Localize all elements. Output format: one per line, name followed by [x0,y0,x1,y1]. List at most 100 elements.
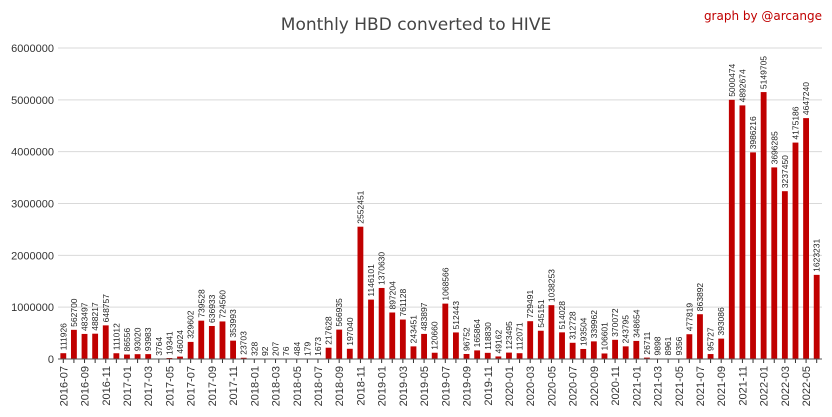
x-tick-label: 2019-01 [377,366,389,406]
data-label: 4892674 [737,69,747,102]
data-label: 370072 [610,308,620,337]
data-label: 729491 [525,290,535,319]
data-label: 1146101 [366,264,376,297]
bar [739,105,746,360]
bar [325,347,332,359]
x-tick-label: 2016-09 [80,366,92,406]
data-label: 49162 [493,330,503,354]
x-tick-label: 2021-07 [695,366,707,406]
x-tick-label: 2022-01 [759,366,771,406]
bar [506,352,512,359]
data-label: 724560 [217,290,227,319]
data-label: 512443 [451,301,461,330]
data-label: 8961 [663,336,673,355]
bar [452,332,459,359]
data-label: 46024 [175,330,185,354]
data-label: 95727 [706,327,716,351]
bar [442,303,449,359]
x-tick-label: 2018-11 [355,366,367,406]
x-tick-label: 2017-09 [207,366,219,406]
bar [813,274,820,359]
data-label: 86556 [122,328,132,352]
data-label: 120660 [430,321,440,350]
x-tick-label: 2018-05 [292,366,304,406]
bar [548,305,555,359]
bar [792,142,799,359]
data-label: 739528 [196,289,206,318]
bar [346,348,353,359]
bar [230,340,237,359]
x-tick-label: 2018-09 [334,366,346,406]
data-label: 243795 [621,315,631,344]
x-tick-label: 2017-07 [186,366,198,406]
data-label: 514028 [557,301,567,330]
data-label: 477819 [684,303,694,332]
data-label: 3986216 [748,116,758,149]
bar [728,99,735,359]
bar [145,354,152,359]
bar [219,321,226,359]
data-label: 9898 [653,336,663,355]
data-label: 207 [271,342,281,356]
credit-label: graph by @arcange [704,9,822,23]
y-tick-label: 0 [48,354,54,366]
bar [527,321,534,359]
x-tick-label: 2018-03 [271,366,283,406]
x-tick-label: 2021-01 [631,366,643,406]
bar [198,320,205,359]
chart-title: Monthly HBD converted to HIVE [281,15,551,35]
data-label: 197040 [345,317,355,346]
data-label: 1623231 [812,238,822,271]
data-label: 106601 [599,322,609,351]
bar [484,352,491,359]
x-tick-label: 2017-03 [143,366,155,406]
y-tick-label: 5000000 [11,95,54,107]
bar [240,357,247,359]
data-label: 118830 [483,322,493,350]
data-label: 5149705 [759,56,769,89]
data-label: 111012 [111,323,121,350]
data-label: 1068566 [440,267,450,300]
bar [537,330,544,359]
data-label: 112071 [515,322,525,350]
bar [81,333,88,359]
bar [177,356,183,359]
bar [760,92,767,360]
data-label: 3237450 [780,155,790,188]
data-label: 393086 [716,307,726,336]
data-label: 9356 [674,336,684,355]
data-label: 3696285 [769,131,779,164]
x-tick-label: 2022-03 [780,366,792,406]
bar [102,325,109,359]
bar [686,334,693,359]
bar [750,152,756,359]
y-tick-label: 1000000 [11,302,54,314]
bar [643,357,650,359]
y-tick-label: 4000000 [11,147,54,159]
bars [60,92,820,360]
data-label: 348654 [631,309,641,338]
x-tick-label: 2019-03 [398,366,410,406]
x-tick-label: 2022-05 [801,366,813,406]
data-label: 863892 [695,283,705,312]
data-label: 648757 [101,294,111,323]
data-label: 1370630 [377,252,387,285]
x-tick-label: 2020-07 [568,366,580,406]
data-label: 93983 [143,327,153,351]
x-tick-label: 2020-01 [504,366,516,406]
y-tick-label: 3000000 [11,199,54,211]
bar [580,348,587,359]
bar [633,340,640,359]
x-tick-label: 2017-11 [228,366,240,406]
bar [357,226,364,359]
x-tick-label: 2021-11 [737,366,749,406]
bar [410,346,417,359]
bar [622,346,629,359]
y-tick-label: 6000000 [11,43,54,55]
x-tick-label: 2020-03 [525,366,537,406]
data-label: 636933 [207,294,217,323]
bar [612,339,619,359]
data-label: 328 [249,342,259,356]
data-label: 165864 [472,319,482,348]
bar [601,353,608,359]
